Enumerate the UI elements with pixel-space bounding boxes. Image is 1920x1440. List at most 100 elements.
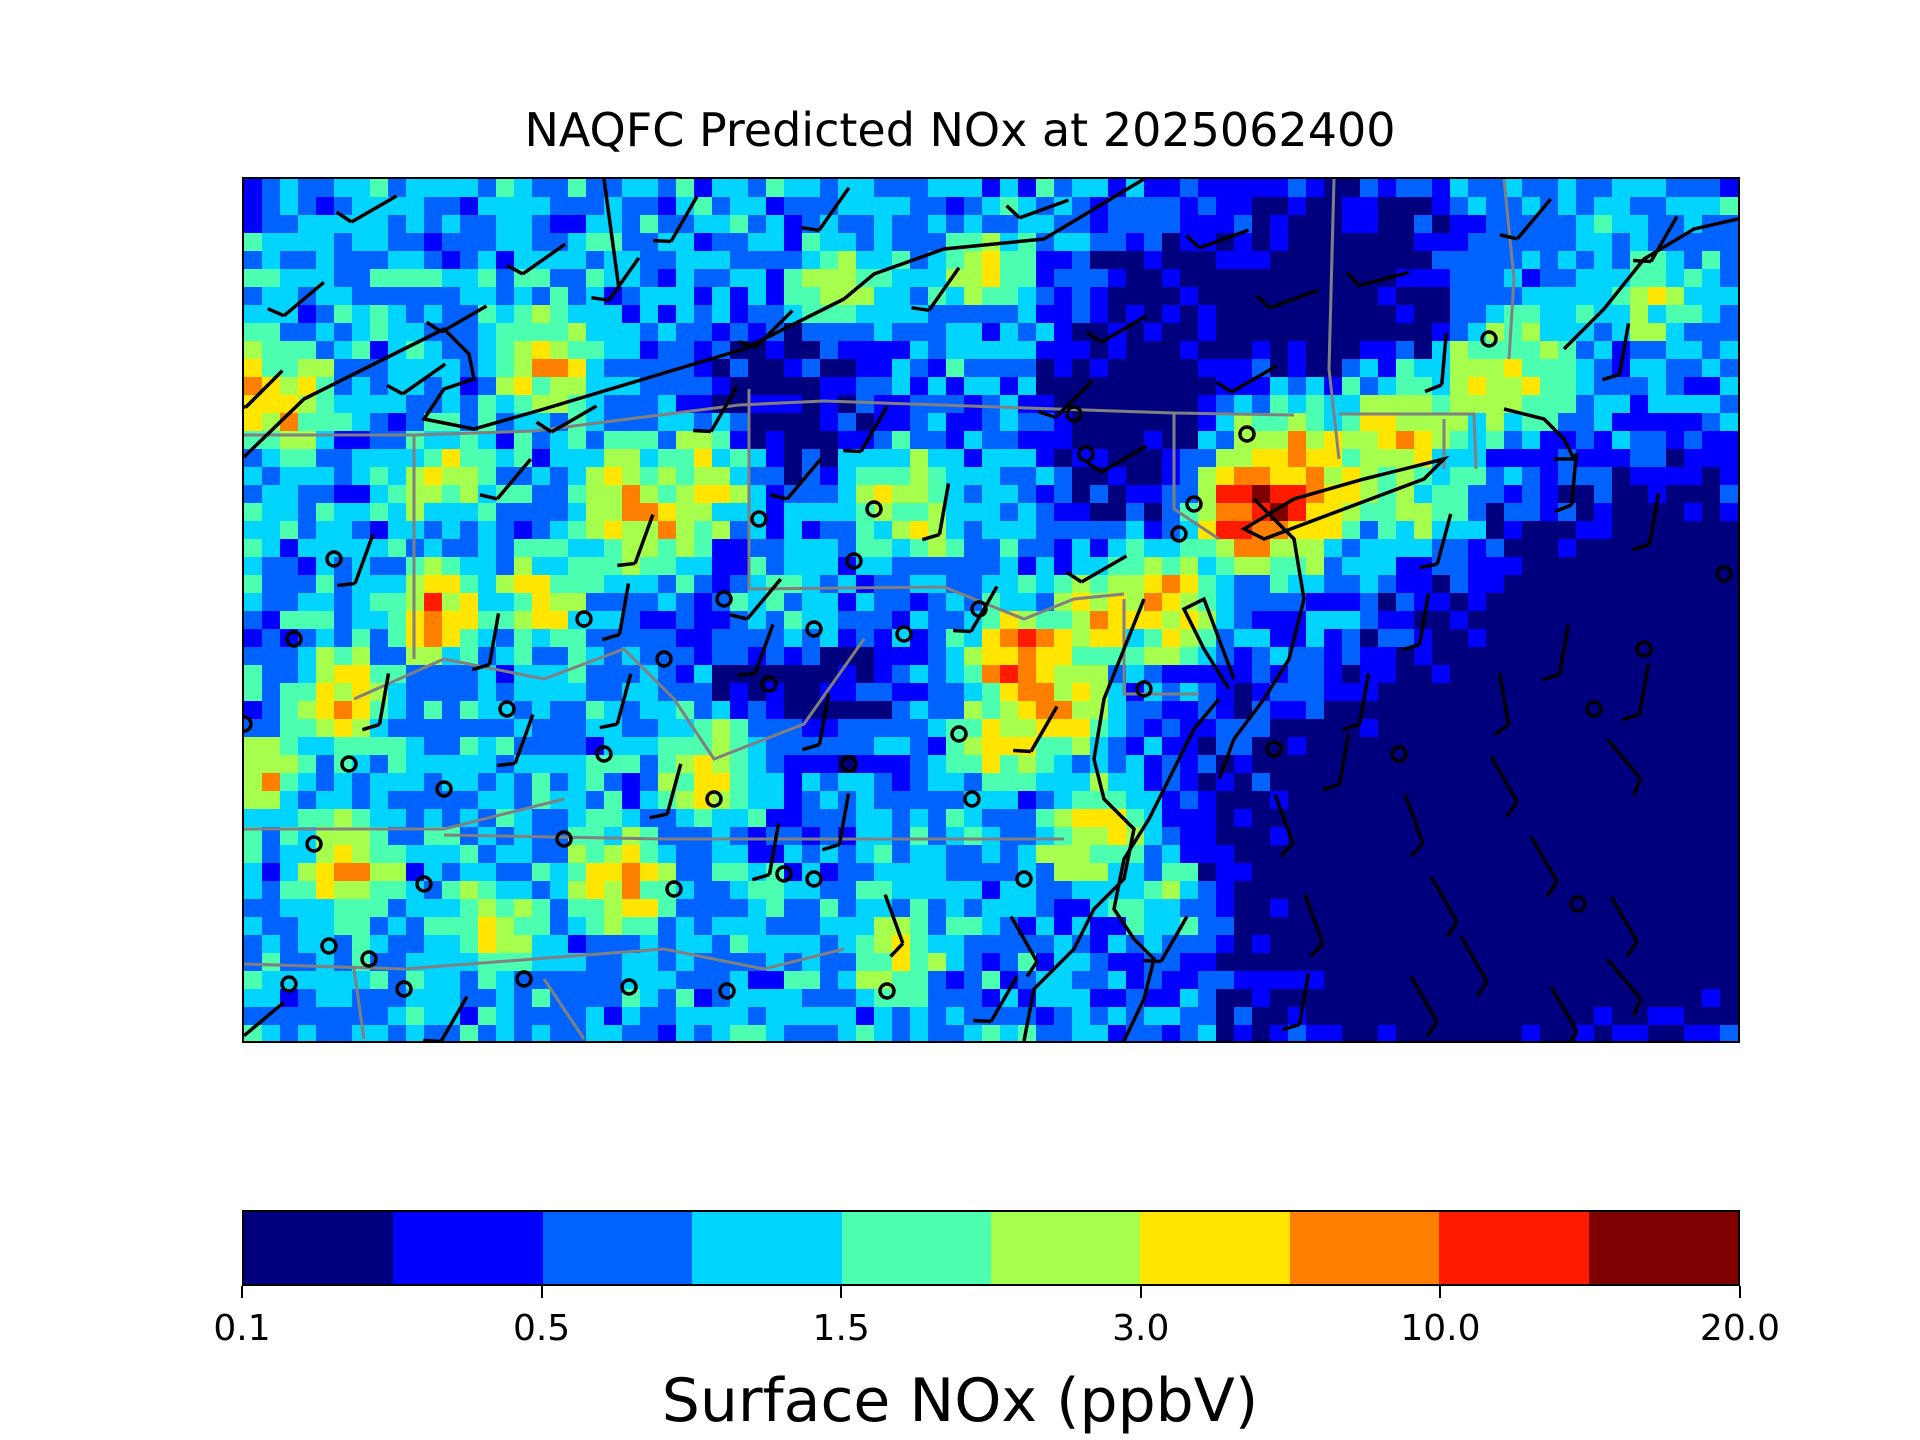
delaware-bay xyxy=(1181,596,1236,690)
calm-wind-circle xyxy=(620,978,638,996)
wind-barb xyxy=(423,995,469,1041)
wind-barb xyxy=(1499,197,1553,241)
wind-barb xyxy=(1429,875,1459,938)
calm-wind-circle xyxy=(1715,565,1733,583)
wind-barb xyxy=(599,673,633,730)
calm-wind-circle xyxy=(1170,525,1188,543)
calm-wind-circle xyxy=(1390,745,1408,763)
map-title: NAQFC Predicted NOx at 2025062400 xyxy=(524,103,1396,157)
lake-ontario-shore xyxy=(842,179,1145,301)
wind-barb xyxy=(751,823,781,882)
calm-wind-circle xyxy=(655,650,673,668)
wind-barb xyxy=(425,304,488,334)
wind-barb xyxy=(1601,323,1631,382)
colorbar-segment xyxy=(542,1212,693,1284)
colorbar xyxy=(242,1210,1740,1286)
wind-barb xyxy=(801,186,851,233)
calm-wind-circle xyxy=(340,755,358,773)
wind-barb xyxy=(953,585,999,634)
wind-barb xyxy=(591,256,641,303)
wind-barb xyxy=(471,613,501,672)
wind-barb xyxy=(1185,228,1250,250)
wind-barb xyxy=(337,533,375,588)
colorbar-tick-label: 10.0 xyxy=(1400,1308,1481,1349)
boundary-ny-nj xyxy=(1172,413,1220,541)
calm-wind-circle xyxy=(1238,425,1256,443)
wind-barb xyxy=(479,457,533,501)
lake-erie-shore xyxy=(244,297,845,459)
coastlines xyxy=(244,179,1738,1041)
wind-barb xyxy=(911,266,961,313)
wind-barb xyxy=(801,693,831,752)
calm-wind-circle xyxy=(950,725,968,743)
colorbar-segment xyxy=(244,1212,394,1284)
boundary-va-nc xyxy=(244,947,845,971)
wind-barb xyxy=(921,483,951,542)
wind-barb xyxy=(1633,215,1679,264)
boundary-pa-md xyxy=(443,833,1064,841)
wind-barb xyxy=(1631,493,1661,552)
wind-barb xyxy=(1273,793,1295,858)
colorbar-tick xyxy=(1439,1286,1442,1298)
wind-barb xyxy=(1554,452,1579,514)
wind-barb xyxy=(1255,288,1320,310)
calm-wind-circle xyxy=(805,870,823,888)
calm-wind-circle xyxy=(395,980,413,998)
wind-barb xyxy=(1215,364,1278,394)
colorbar-tick xyxy=(241,1286,243,1298)
wind-barb xyxy=(1605,957,1643,1017)
wind-barb xyxy=(1403,793,1425,858)
boundary-ma-ct xyxy=(1339,412,1478,470)
calm-wind-circle xyxy=(285,630,303,648)
wind-barb xyxy=(1409,975,1439,1038)
calm-wind-circle xyxy=(840,755,858,773)
calm-wind-circle xyxy=(845,552,863,570)
wind-barb xyxy=(738,309,794,350)
calm-wind-circle xyxy=(865,500,883,518)
calm-wind-circle xyxy=(360,950,378,968)
chesapeake-west-shore xyxy=(1022,598,1146,1041)
boundary-ky-va xyxy=(353,638,866,761)
colorbar-tick-label: 3.0 xyxy=(1112,1308,1170,1349)
colorbar-tick xyxy=(1139,1286,1142,1298)
calm-wind-circle xyxy=(718,982,736,1000)
calm-wind-circle xyxy=(715,590,733,608)
wind-barb xyxy=(693,385,739,434)
colorbar-segment xyxy=(991,1212,1141,1284)
wind-barb xyxy=(1038,379,1094,420)
calm-wind-circle xyxy=(665,880,683,898)
wind-barb xyxy=(497,713,535,768)
colorbar-segment xyxy=(841,1212,992,1284)
colorbar-tick xyxy=(840,1286,843,1298)
colorbar-tick-label: 20.0 xyxy=(1699,1308,1781,1349)
calm-wind-circle xyxy=(498,700,516,718)
wind-barb xyxy=(535,404,598,434)
boundary-nh-me xyxy=(1502,179,1516,360)
calm-wind-circle xyxy=(1569,895,1587,913)
wind-barb xyxy=(361,673,391,732)
wind-barb xyxy=(386,362,447,396)
colorbar-segment xyxy=(393,1212,543,1284)
wind-barb xyxy=(601,583,631,642)
calm-wind-circles xyxy=(244,330,1733,1000)
wind-barb xyxy=(266,280,326,318)
wind-barb xyxy=(649,763,683,820)
calm-wind-circle xyxy=(878,982,896,1000)
wind-barb xyxy=(1549,985,1579,1041)
calm-wind-circle xyxy=(775,865,793,883)
wind-barb xyxy=(843,405,889,454)
wind-barb xyxy=(1605,737,1643,797)
calm-wind-circle xyxy=(895,625,913,643)
wind-barb xyxy=(1345,270,1410,288)
calm-wind-circle xyxy=(1265,740,1283,758)
calm-wind-circle xyxy=(1135,680,1153,698)
boundary-ga xyxy=(542,978,586,1040)
calm-wind-circle xyxy=(963,790,981,808)
new-england-coast xyxy=(1562,217,1738,351)
boundary-md-de xyxy=(1122,599,1199,696)
wind-barb xyxy=(1341,673,1371,732)
calm-wind-circle xyxy=(705,790,723,808)
calm-wind-circle xyxy=(1015,870,1033,888)
nj-coast xyxy=(1217,497,1306,780)
wind-barb xyxy=(1541,623,1571,682)
